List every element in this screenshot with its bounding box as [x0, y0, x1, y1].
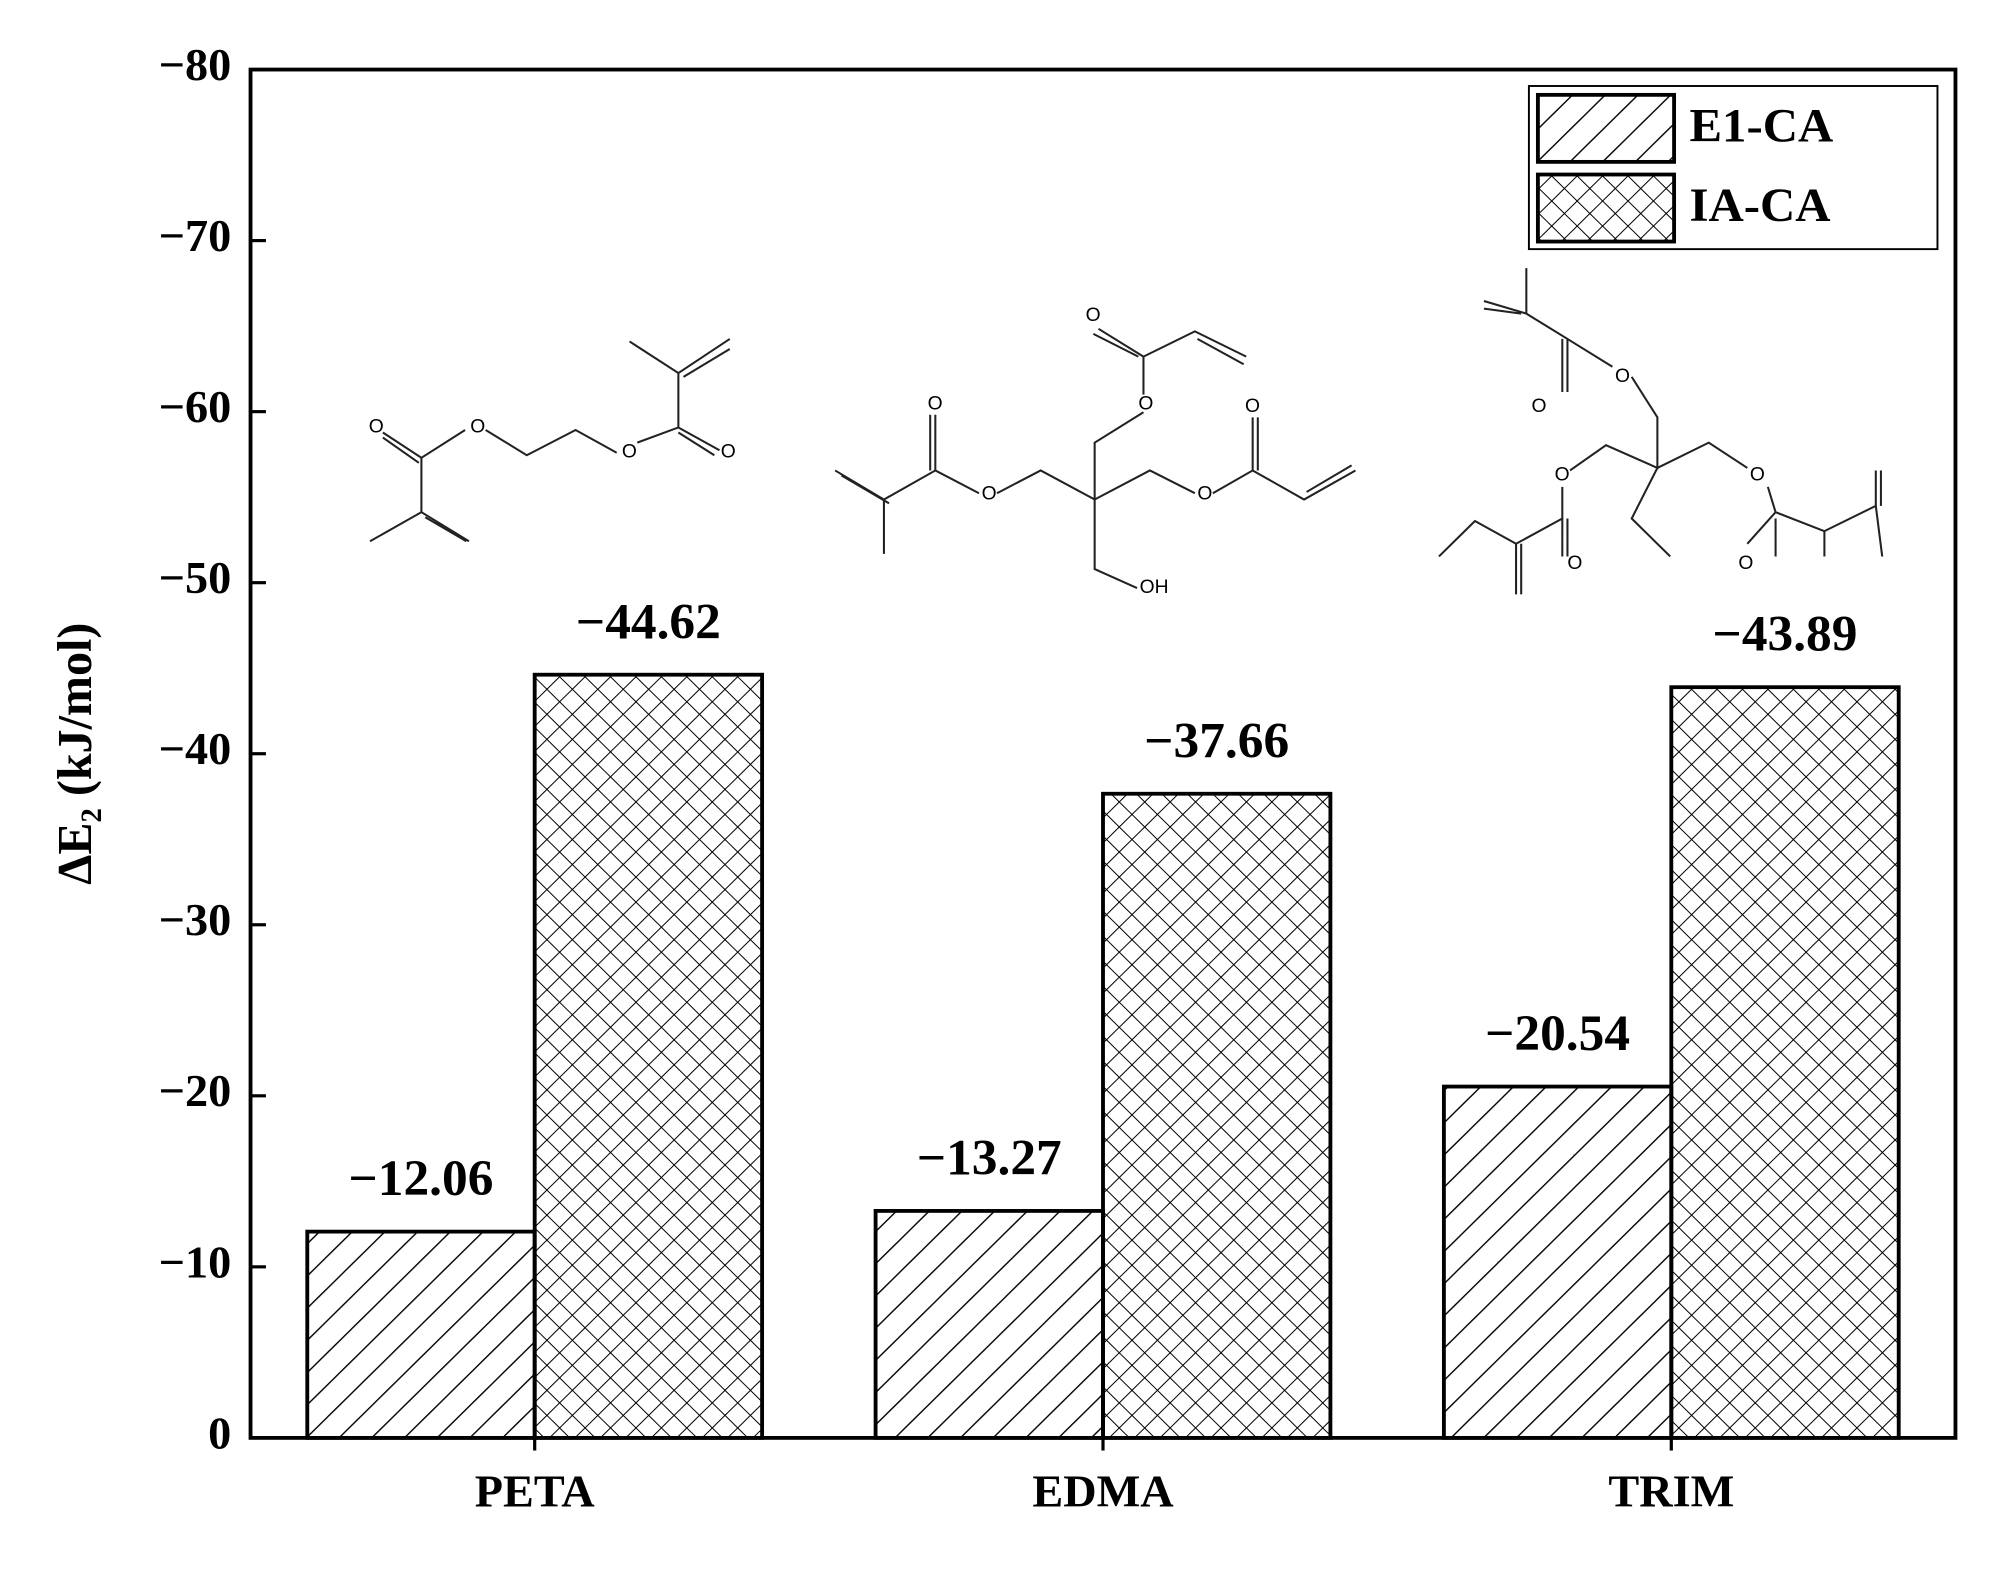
- bar: [305, 1229, 537, 1440]
- y-axis-title: ΔE₂ (kJ/mol): [49, 623, 102, 885]
- y-tick-label: −30: [159, 895, 232, 946]
- atom-label: O: [622, 442, 637, 463]
- y-tick-label: −80: [159, 39, 232, 90]
- legend-label: IA-CA: [1690, 179, 1831, 232]
- bar: [1101, 791, 1333, 1440]
- data-label: −13.27: [917, 1131, 1062, 1187]
- legend-swatch: [1535, 172, 1677, 244]
- legend-swatch: [1535, 92, 1677, 164]
- atom-label: O: [1750, 465, 1765, 486]
- atom-label: OH: [1140, 577, 1169, 598]
- atom-label: O: [1245, 396, 1260, 417]
- atom-label: O: [928, 394, 943, 415]
- molecule-middle: O O O O O O OH: [834, 305, 1356, 598]
- y-tick-label: −70: [159, 210, 232, 261]
- molecule-left: O O O O: [369, 338, 736, 543]
- bar: [1669, 685, 1901, 1440]
- atom-label: O: [369, 417, 384, 438]
- bar: [873, 1209, 1105, 1440]
- atom-label: O: [1531, 396, 1546, 417]
- atom-label: O: [982, 484, 997, 505]
- y-tick-label: −60: [159, 381, 232, 432]
- atom-label: O: [1738, 553, 1753, 574]
- atom-label: O: [1567, 553, 1582, 574]
- data-label: −44.62: [576, 595, 721, 651]
- y-tick-label: −40: [159, 723, 232, 774]
- plot-frame: [248, 67, 1958, 1440]
- data-label: −37.66: [1144, 714, 1289, 770]
- atom-label: O: [470, 417, 485, 438]
- molecule-right: O O O O O O: [1438, 268, 1884, 595]
- atom-label: O: [1555, 465, 1570, 486]
- atom-label: O: [1138, 394, 1153, 415]
- legend-label: E1-CA: [1690, 100, 1834, 153]
- atom-label: O: [1615, 366, 1630, 387]
- x-tick-label: EDMA: [1032, 1466, 1173, 1517]
- data-label: −12.06: [349, 1152, 494, 1208]
- atom-label: O: [721, 442, 736, 463]
- atom-label: O: [1086, 305, 1101, 326]
- y-tick-label: 0: [208, 1408, 231, 1459]
- data-label: −20.54: [1485, 1006, 1630, 1062]
- y-tick-label: −50: [159, 552, 232, 603]
- atom-label: O: [1197, 484, 1212, 505]
- bar: [1441, 1084, 1674, 1440]
- data-label: −43.89: [1713, 607, 1858, 663]
- x-tick-label: PETA: [475, 1466, 595, 1517]
- y-tick-label: −10: [159, 1237, 232, 1288]
- y-tick-label: −20: [159, 1066, 232, 1117]
- bar: [532, 672, 765, 1440]
- x-tick-label: TRIM: [1608, 1466, 1734, 1517]
